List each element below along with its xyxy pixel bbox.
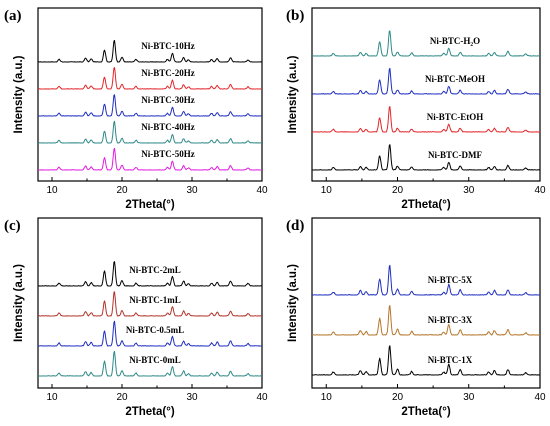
x-tick-label: 20 (392, 185, 404, 196)
panel-d: (d) 10 20 30 40 2Theta(°) Intensity (a.u.) Ni-B… (286, 217, 546, 418)
y-axis-title: Intensity (a.u.) (13, 55, 25, 133)
series-label-c-2: Ni-BTC-0.5mL (126, 325, 184, 335)
panel-label-a: (a) (4, 8, 22, 24)
series-trace-b-1 (311, 67, 541, 95)
series-trace-b-0 (311, 30, 541, 57)
panel-label-c: (c) (4, 218, 21, 234)
y-axis-title: Intensity (a.u.) (13, 264, 25, 342)
series-label-d-2: Ni-BTC-1X (428, 355, 473, 365)
x-tick-label: 10 (321, 185, 333, 196)
x-tick-label: 40 (534, 392, 546, 403)
x-tick-label: 10 (46, 185, 58, 196)
x-tick-label: 30 (463, 185, 475, 196)
series-label-b-0: Ni-BTC-H₂O (430, 36, 480, 46)
series-label-a-4: Ni-BTC-50Hz (141, 149, 195, 159)
series-label-c-3: Ni-BTC-0mL (129, 355, 181, 365)
panel-a: (a) 10 20 30 40 2Theta(°) Intensity (a.u.) Ni-B… (4, 7, 268, 211)
series-trace-d-2 (312, 345, 541, 376)
x-tick-label: 30 (463, 392, 475, 403)
series-label-b-3: Ni-BTC-DMF (428, 150, 482, 160)
series-trace-d-1 (311, 305, 541, 336)
x-tick-label: 20 (116, 185, 128, 196)
series-trace-c-0 (37, 261, 263, 287)
series-trace-a-2 (37, 94, 262, 117)
panel-c: (c) 10 20 30 40 2Theta(°) Intensity (a.u.) Ni-B… (4, 217, 268, 418)
x-tick-label: 40 (256, 185, 268, 196)
x-tick-label: 10 (46, 392, 58, 403)
series-trace-b-2 (311, 106, 541, 133)
x-axis-title: 2Theta(°) (125, 199, 174, 211)
panel-label-b: (b) (286, 8, 304, 24)
x-tick-label: 10 (321, 392, 333, 403)
series-trace-a-0 (37, 39, 263, 63)
y-axis-title: Intensity (a.u.) (287, 264, 299, 342)
series-trace-a-1 (37, 67, 263, 90)
x-tick-label: 30 (186, 185, 198, 196)
x-axis-title: 2Theta(°) (401, 199, 450, 211)
series-label-b-1: Ni-BTC-MeOH (425, 74, 485, 84)
x-tick-label: 20 (392, 392, 404, 403)
series-label-d-1: Ni-BTC-3X (428, 315, 473, 325)
series-trace-c-1 (37, 291, 263, 317)
series-trace-b-3 (311, 144, 540, 171)
series-label-c-1: Ni-BTC-1mL (129, 295, 181, 305)
x-axis-title: 2Theta(°) (125, 406, 174, 418)
plot-frame (311, 7, 541, 182)
series-label-a-0: Ni-BTC-10Hz (141, 41, 195, 51)
plot-frame (37, 217, 263, 389)
series-label-a-2: Ni-BTC-30Hz (141, 95, 195, 105)
series-trace-a-4 (38, 147, 263, 171)
series-label-c-0: Ni-BTC-2mL (129, 265, 181, 275)
x-tick-label: 20 (116, 392, 128, 403)
x-tick-label: 30 (186, 392, 198, 403)
x-tick-label: 40 (256, 392, 268, 403)
plot-frame (311, 217, 541, 389)
series-label-a-3: Ni-BTC-40Hz (141, 122, 195, 132)
panel-label-d: (d) (286, 218, 304, 234)
y-axis-title: Intensity (a.u.) (287, 55, 299, 133)
series-label-a-1: Ni-BTC-20Hz (141, 68, 195, 78)
series-trace-d-0 (311, 264, 541, 296)
x-axis-title: 2Theta(°) (401, 406, 450, 418)
series-trace-c-3 (38, 350, 262, 377)
series-trace-a-3 (37, 120, 263, 144)
series-label-d-0: Ni-BTC-5X (428, 275, 473, 285)
series-trace-c-2 (37, 320, 262, 347)
series-label-b-2: Ni-BTC-EtOH (427, 112, 484, 122)
x-tick-label: 40 (534, 185, 546, 196)
panel-b: (b) 10 20 30 40 2Theta(°) Intensity (a.u.) Ni-B… (286, 7, 546, 211)
plot-frame (37, 7, 263, 182)
